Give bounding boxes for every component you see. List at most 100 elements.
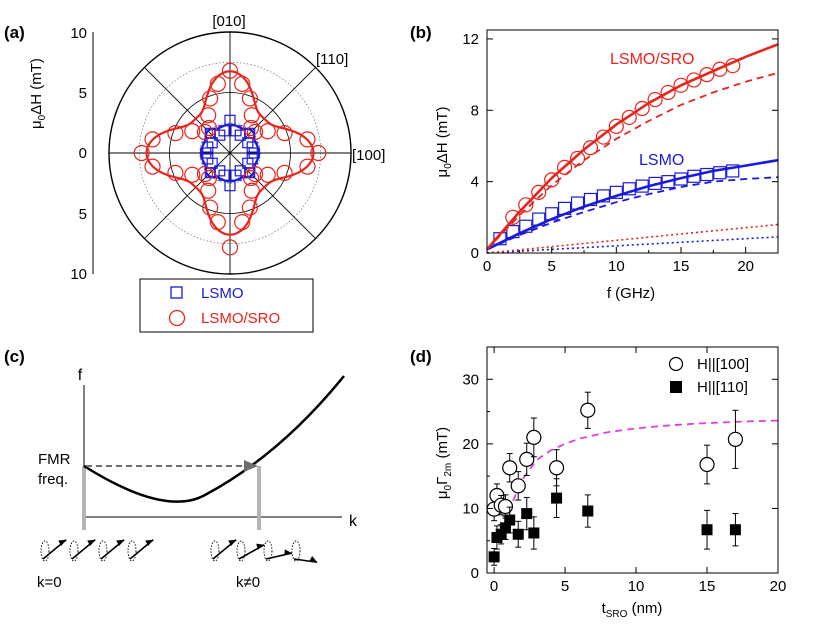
data-point-filled-square [512, 528, 524, 540]
y-axis-label: μ0Γ2m (mT) [434, 427, 454, 499]
precession-ellipse [98, 540, 108, 562]
polar-rtick: 0 [79, 145, 87, 162]
damping-vs-thickness-chart: 0 5 10 15 20 0 10 20 30 tSRO (nm) μ0Γ2m (mT) H||… [434, 346, 787, 620]
data-point-filled-square [701, 524, 713, 536]
polar-point-circle [202, 199, 219, 216]
data-point-square [635, 179, 649, 193]
data-point-open-circle [502, 460, 518, 476]
arrow-head [244, 460, 258, 472]
data-point-square [622, 182, 636, 196]
polar-point-square [234, 129, 246, 141]
data-point-circle [582, 140, 599, 156]
plot-frame [486, 346, 779, 574]
polar-point-square [230, 125, 242, 137]
data-point-filled-square [499, 522, 511, 534]
polar-point-circle [259, 166, 276, 183]
x-tick-label: 5 [547, 258, 555, 275]
x-tick-label: 0 [483, 258, 491, 275]
polar-data-points [133, 62, 327, 256]
data-point-square [506, 224, 520, 239]
polar-point-circle [200, 119, 218, 137]
polar-spoke [144, 67, 316, 239]
trend-dashed-curve [507, 419, 779, 513]
panel-label-b: (b) [410, 23, 432, 42]
polar-rtick: 5 [79, 206, 87, 223]
polar-rtick: 10 [70, 266, 87, 283]
precession-ellipse [263, 540, 273, 562]
data-point-square [583, 192, 598, 207]
polar-legend-box [139, 278, 314, 333]
panel-label-c: (c) [4, 347, 25, 366]
data-point-square [545, 207, 559, 221]
polar-point-circle [276, 125, 293, 142]
plot-area [486, 391, 779, 566]
x-axis-label: f (GHz) [607, 285, 655, 302]
data-point-circle [686, 72, 702, 88]
fit-solid-circle [486, 43, 779, 251]
y-tick-label: 8 [471, 102, 479, 119]
data-point-circle [556, 159, 573, 175]
data-point-circle [647, 91, 663, 108]
data-point-circle [531, 184, 547, 200]
data-point-open-circle [548, 460, 565, 476]
direction-label-110: [110] [316, 51, 348, 68]
data-point-filled-square [528, 527, 540, 539]
plot-area [486, 43, 779, 254]
polar-point-square [218, 125, 230, 137]
spin-arrow-head [284, 549, 292, 556]
polar-point-square [242, 157, 254, 169]
linewidth-vs-frequency-chart: 0 5 10 15 20 0 4 8 12 f (GHz) μ0ΔH (mT) LSMO/SRO… [434, 29, 779, 302]
polar-point-circle [299, 131, 316, 148]
precession-ellipse [69, 540, 79, 562]
x-tick-label: 20 [770, 578, 787, 595]
polar-point-circle [209, 75, 226, 92]
polar-point-circle [202, 90, 219, 107]
panel-label-a: (a) [4, 23, 25, 42]
polar-ylabel: μ0ΔH (mT) [28, 58, 48, 129]
annotation-lsmo: LSMO [639, 152, 684, 169]
data-point-circle [505, 209, 521, 225]
polar-point-square [224, 114, 236, 126]
data-point-open-circle [699, 456, 715, 473]
y-tick-label: 0 [471, 565, 479, 582]
polar-point-circle [246, 165, 264, 183]
polar-point-circle [241, 90, 258, 107]
data-point-circle [544, 172, 560, 188]
x-tick-label: 5 [561, 578, 569, 595]
legend-lsmo: LSMO [201, 285, 244, 302]
fit-dashed-square [486, 176, 779, 251]
polar-point-square [204, 167, 216, 179]
polar-point-circle [196, 123, 214, 141]
data-point-filled-square [504, 514, 516, 526]
data-point-circle [518, 197, 534, 213]
polar-point-square [234, 165, 246, 177]
data-point-square [648, 176, 662, 191]
polar-point-circle [144, 131, 161, 148]
spin-arrow-head [145, 539, 154, 546]
polar-point-circle [200, 107, 217, 124]
polar-point-circle [184, 123, 201, 140]
fit-solid-square [486, 158, 779, 251]
data-point-circle [699, 66, 715, 83]
data-point-square [609, 185, 623, 199]
k-axis-label: k [349, 513, 358, 530]
spin-arrow-head [309, 556, 318, 563]
data-point-filled-square [488, 551, 500, 563]
polar-point-circle [221, 239, 239, 256]
data-point-square [661, 175, 675, 189]
data-point-circle [608, 118, 624, 134]
polar-point-square [218, 169, 230, 181]
data-point-circle [634, 100, 650, 117]
x-tick-label: 0 [490, 578, 498, 595]
data-point-circle [569, 150, 586, 167]
y-tick-label: 10 [462, 500, 479, 517]
polar-point-circle [246, 123, 264, 141]
data-point-filled-square [495, 528, 507, 540]
data-point-square [700, 167, 714, 182]
legend-circle-marker [168, 309, 186, 327]
data-point-square [519, 219, 533, 233]
precession-ellipse [291, 540, 301, 562]
y-tick-label: 0 [471, 245, 479, 262]
polar-point-square [242, 137, 254, 149]
